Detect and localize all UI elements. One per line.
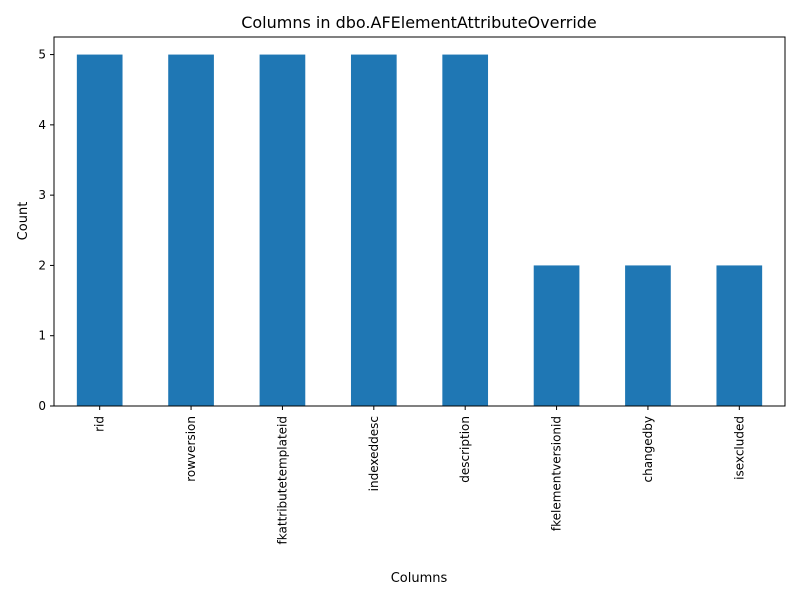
y-tick-label-5: 5 <box>38 48 46 62</box>
x-tick-label-description: description <box>458 416 472 483</box>
chart-title: Columns in dbo.AFElementAttributeOverrid… <box>241 13 597 32</box>
y-tick-label-1: 1 <box>38 329 46 343</box>
bar-isexcluded <box>716 265 763 406</box>
bar-description <box>442 54 489 406</box>
x-tick-label-fkelementversionid: fkelementversionid <box>550 416 564 531</box>
x-tick-label-indexeddesc: indexeddesc <box>367 416 381 491</box>
y-tick-label-2: 2 <box>38 258 46 272</box>
x-tick-label-rowversion: rowversion <box>184 416 198 482</box>
x-tick-label-fkattributetemplateid: fkattributetemplateid <box>275 416 289 544</box>
bar-fkelementversionid <box>533 265 580 406</box>
bars-group <box>76 54 763 406</box>
x-tick-label-rid: rid <box>93 416 107 432</box>
y-axis: 0 1 2 3 4 5 <box>38 48 54 413</box>
y-tick-label-4: 4 <box>38 118 46 132</box>
plot-frame <box>53 36 786 407</box>
bar-indexeddesc <box>350 54 397 406</box>
y-axis-label: Count <box>16 202 31 241</box>
x-tick-label-changedby: changedby <box>641 416 655 483</box>
bar-rowversion <box>168 54 214 406</box>
bar-fkattributetemplateid <box>259 54 306 406</box>
bar-changedby <box>625 265 671 406</box>
x-axis: rid rowversion fkattributetemplateid indexe… <box>93 406 746 544</box>
y-tick-label-0: 0 <box>38 399 46 413</box>
x-tick-label-isexcluded: isexcluded <box>732 416 746 480</box>
x-axis-label: Columns <box>391 571 448 586</box>
bar-rid <box>76 54 123 406</box>
y-tick-label-3: 3 <box>38 188 46 202</box>
